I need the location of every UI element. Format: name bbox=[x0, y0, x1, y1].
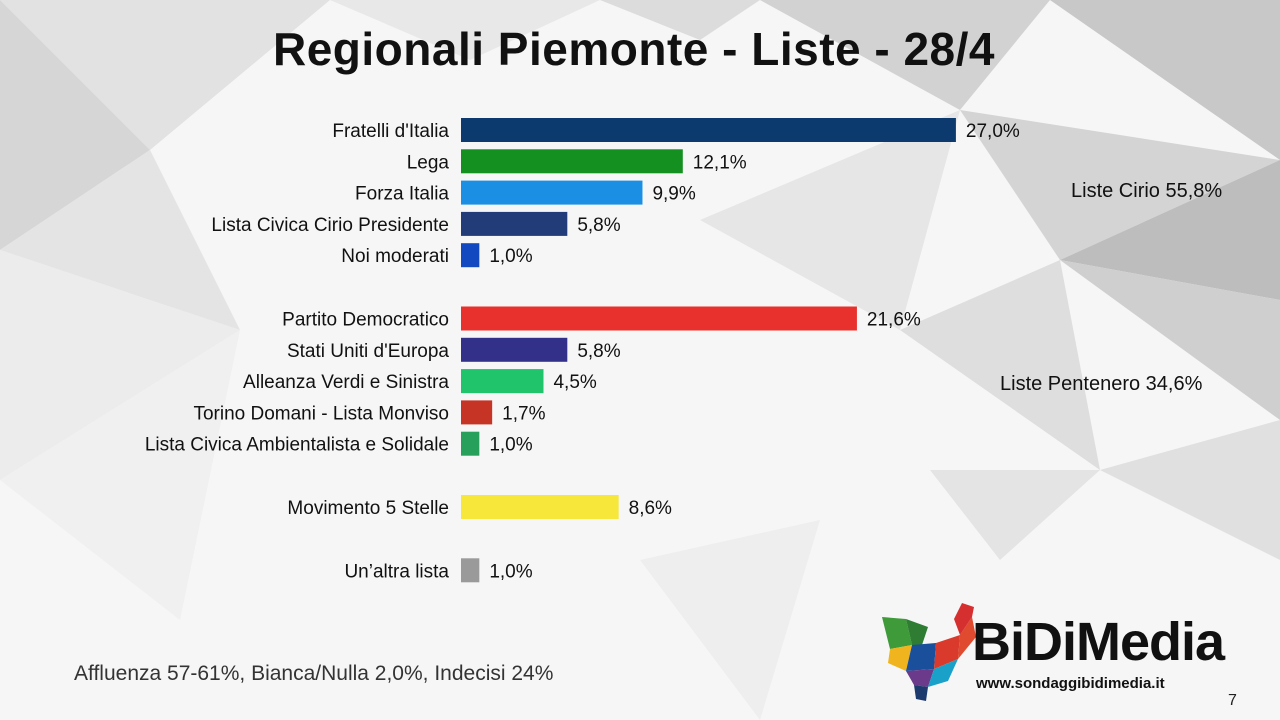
value-label-8: 1,7% bbox=[502, 403, 545, 424]
value-label-4: 1,0% bbox=[489, 246, 532, 267]
bar-7 bbox=[461, 369, 544, 394]
category-label-11: Un’altra lista bbox=[344, 561, 449, 582]
category-label-9: Lista Civica Ambientalista e Solidale bbox=[145, 435, 449, 456]
category-label-7: Alleanza Verdi e Sinistra bbox=[243, 372, 449, 393]
bar-10 bbox=[461, 495, 619, 519]
bar-6 bbox=[461, 337, 568, 362]
category-label-3: Lista Civica Cirio Presidente bbox=[211, 215, 449, 236]
rooster-icon bbox=[882, 603, 976, 701]
value-label-5: 21,6% bbox=[867, 310, 921, 331]
value-label-0: 27,0% bbox=[966, 121, 1020, 142]
value-label-2: 9,9% bbox=[652, 184, 695, 205]
category-label-8: Torino Domani - Lista Monviso bbox=[193, 403, 449, 424]
category-label-4: Noi moderati bbox=[341, 246, 449, 267]
value-label-7: 4,5% bbox=[553, 372, 596, 393]
category-label-5: Partito Democratico bbox=[282, 310, 449, 331]
bar-5 bbox=[461, 306, 857, 331]
value-label-1: 12,1% bbox=[693, 152, 747, 173]
value-label-10: 8,6% bbox=[629, 498, 672, 519]
page-title: Regionali Piemonte - Liste - 28/4 bbox=[273, 23, 995, 75]
page-number: 7 bbox=[1228, 692, 1237, 709]
logo-wordmark: BiDiMedia bbox=[972, 612, 1225, 672]
bar-4 bbox=[461, 243, 480, 268]
value-label-9: 1,0% bbox=[489, 435, 532, 456]
bar-8 bbox=[461, 400, 493, 425]
bar-0 bbox=[461, 118, 956, 142]
category-label-10: Movimento 5 Stelle bbox=[287, 498, 449, 519]
bar-11 bbox=[461, 558, 480, 583]
category-label-0: Fratelli d'Italia bbox=[332, 121, 449, 142]
category-label-1: Lega bbox=[407, 152, 450, 173]
value-label-6: 5,8% bbox=[577, 341, 620, 362]
group-label-cirio: Liste Cirio 55,8% bbox=[1071, 180, 1223, 202]
bidimedia-logo: BiDiMedia www.sondaggibidimedia.it bbox=[876, 597, 1266, 707]
category-label-2: Forza Italia bbox=[355, 184, 449, 205]
bar-2 bbox=[461, 180, 643, 205]
value-label-3: 5,8% bbox=[577, 215, 620, 236]
logo-url: www.sondaggibidimedia.it bbox=[976, 675, 1165, 692]
value-label-11: 1,0% bbox=[489, 561, 532, 582]
footer-note: Affluenza 57-61%, Bianca/Nulla 2,0%, Ind… bbox=[74, 662, 554, 685]
bar-1 bbox=[461, 149, 683, 174]
category-label-6: Stati Uniti d'Europa bbox=[287, 341, 449, 362]
group-label-pentenero: Liste Pentenero 34,6% bbox=[1000, 373, 1203, 395]
bar-9 bbox=[461, 431, 480, 456]
bar-3 bbox=[461, 211, 568, 236]
